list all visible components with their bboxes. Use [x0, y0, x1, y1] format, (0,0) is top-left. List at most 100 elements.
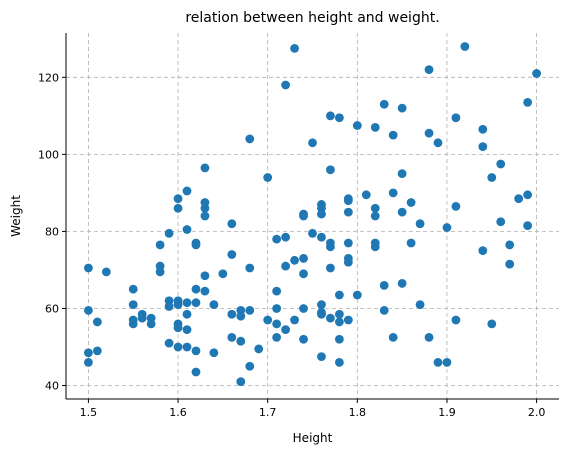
data-point: [272, 304, 282, 313]
data-point: [424, 65, 434, 74]
data-point: [308, 138, 317, 148]
data-point: [334, 309, 344, 319]
data-point: [182, 309, 192, 319]
data-point: [433, 358, 443, 367]
data-point: [182, 186, 192, 196]
data-point: [146, 319, 156, 329]
data-point: [415, 219, 425, 229]
data-point: [496, 159, 506, 169]
data-point: [424, 332, 434, 342]
data-point: [191, 346, 201, 356]
data-point: [317, 309, 326, 319]
data-point: [263, 173, 273, 182]
data-point: [227, 250, 237, 259]
data-point: [245, 134, 255, 144]
data-point: [299, 269, 308, 279]
points-layer: [84, 42, 541, 387]
data-point: [128, 319, 138, 329]
data-point: [523, 221, 533, 231]
data-point: [92, 346, 102, 356]
x-tick-label: 1.8: [349, 406, 367, 419]
data-point: [334, 290, 344, 300]
data-point: [299, 211, 308, 221]
data-point: [442, 358, 452, 367]
y-ticks: 40 60 80 100 120: [38, 71, 66, 393]
data-point: [227, 309, 237, 319]
data-point: [290, 255, 299, 265]
data-point: [101, 267, 111, 277]
data-point: [227, 219, 237, 229]
data-point: [236, 377, 246, 387]
data-point: [317, 232, 326, 242]
data-point: [290, 44, 299, 53]
data-point: [442, 223, 452, 232]
data-point: [272, 319, 282, 329]
data-point: [245, 263, 255, 273]
data-point: [272, 332, 282, 342]
x-tick-label: 1.6: [169, 406, 187, 419]
data-point: [388, 332, 398, 342]
data-point: [245, 305, 255, 315]
data-point: [236, 311, 246, 321]
data-point: [236, 336, 246, 346]
data-point: [281, 80, 291, 90]
y-tick-label: 100: [38, 148, 59, 161]
data-point: [84, 263, 93, 273]
data-point: [218, 269, 228, 279]
data-point: [173, 342, 183, 352]
data-point: [388, 130, 398, 140]
data-point: [227, 332, 237, 342]
data-point: [200, 203, 210, 213]
data-point: [182, 325, 192, 335]
data-point: [326, 313, 335, 323]
data-point: [352, 121, 362, 130]
data-point: [164, 338, 174, 348]
y-tick-label: 40: [45, 380, 59, 393]
data-point: [370, 203, 380, 213]
data-point: [128, 284, 138, 294]
data-point: [334, 334, 344, 344]
axes-layer: [65, 33, 559, 400]
data-point: [433, 138, 443, 148]
data-point: [343, 207, 353, 217]
data-point: [514, 194, 524, 204]
data-point: [334, 317, 344, 327]
data-point: [299, 304, 308, 313]
data-point: [361, 190, 371, 200]
data-point: [299, 253, 308, 263]
data-point: [263, 315, 273, 325]
grid-layer: [66, 33, 559, 399]
data-point: [200, 286, 210, 296]
data-point: [406, 198, 416, 207]
data-point: [343, 315, 353, 325]
data-point: [182, 225, 192, 234]
data-point: [451, 113, 461, 123]
data-point: [84, 358, 93, 367]
data-point: [451, 201, 461, 211]
x-tick-label: 1.5: [80, 406, 98, 419]
data-point: [173, 203, 183, 213]
data-point: [343, 238, 353, 248]
x-tick-label: 1.7: [259, 406, 277, 419]
data-point: [191, 240, 201, 250]
data-point: [379, 99, 389, 109]
data-point: [290, 315, 299, 325]
data-point: [478, 246, 488, 256]
data-point: [272, 234, 282, 244]
data-point: [415, 300, 425, 310]
data-point: [505, 240, 515, 250]
data-point: [155, 240, 165, 250]
data-point: [523, 97, 533, 107]
x-ticks: 1.5 1.6 1.7 1.8 1.9 2.0: [80, 399, 545, 419]
data-point: [370, 122, 380, 132]
data-point: [245, 361, 255, 371]
data-point: [191, 298, 201, 308]
data-point: [317, 209, 326, 219]
data-point: [191, 367, 201, 377]
data-point: [352, 290, 362, 300]
chart-title: relation between height and weight.: [185, 10, 439, 26]
x-axis-label: Height: [293, 431, 333, 445]
data-point: [496, 217, 506, 227]
data-point: [281, 325, 291, 335]
data-point: [523, 190, 533, 200]
